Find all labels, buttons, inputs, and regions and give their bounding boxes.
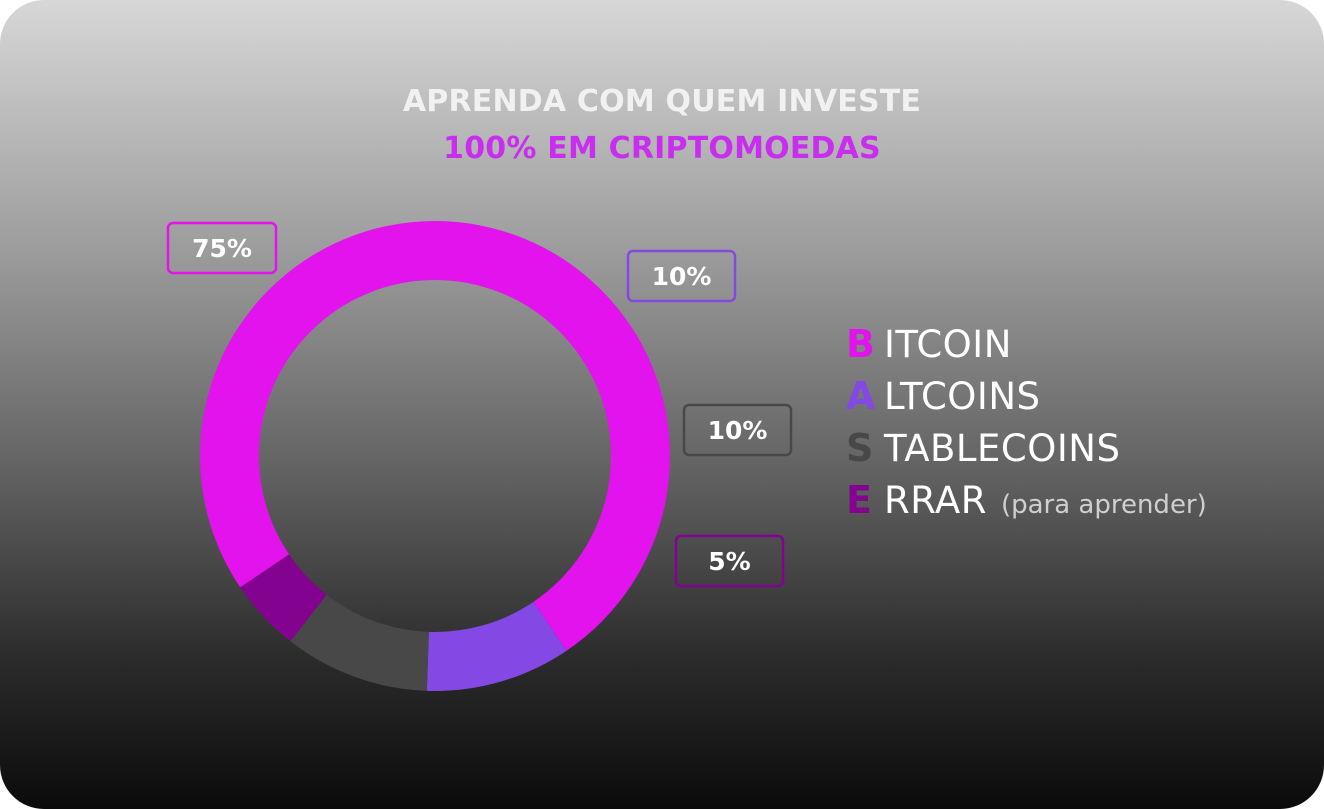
legend: B ITCOIN A LTCOINS S TABLECOINS E RRAR (para … [846, 318, 1207, 526]
data-label-box-bitcoin [166, 221, 278, 275]
title-line-2: 100% EM CRIPTOMOEDAS [443, 131, 881, 166]
legend-letter-b: B [846, 322, 875, 366]
legend-item-errar: E RRAR (para aprender) [846, 474, 1207, 526]
legend-letter-s: S [846, 426, 874, 470]
legend-label-bitcoin: ITCOIN [884, 323, 1012, 366]
legend-letter-e: E [846, 478, 872, 522]
legend-label-errar: RRAR [884, 479, 987, 522]
legend-item-bitcoin: B ITCOIN [846, 318, 1207, 370]
legend-letter-a: A [846, 374, 876, 418]
data-label-box-errar [674, 534, 785, 588]
legend-label-stablecoins: TABLECOINS [884, 427, 1121, 470]
legend-note-errar: (para aprender) [1000, 490, 1207, 520]
data-label-stablecoins: 10% [708, 416, 768, 445]
legend-item-altcoins: A LTCOINS [846, 370, 1207, 422]
data-label-errar: 5% [708, 547, 750, 576]
data-label-bitcoin: 75% [192, 234, 252, 263]
legend-label-altcoins: LTCOINS [884, 375, 1041, 418]
title-line-1: APRENDA COM QUEM INVESTE [402, 84, 922, 119]
data-label-box-stablecoins [682, 403, 793, 457]
donut-slice-errar [240, 554, 327, 642]
donut-slice-stablecoins [290, 594, 429, 691]
data-label-box-altcoins [626, 249, 737, 303]
donut-slice-altcoins [426, 601, 567, 691]
data-label-altcoins: 10% [652, 262, 712, 291]
legend-item-stablecoins: S TABLECOINS [846, 422, 1207, 474]
